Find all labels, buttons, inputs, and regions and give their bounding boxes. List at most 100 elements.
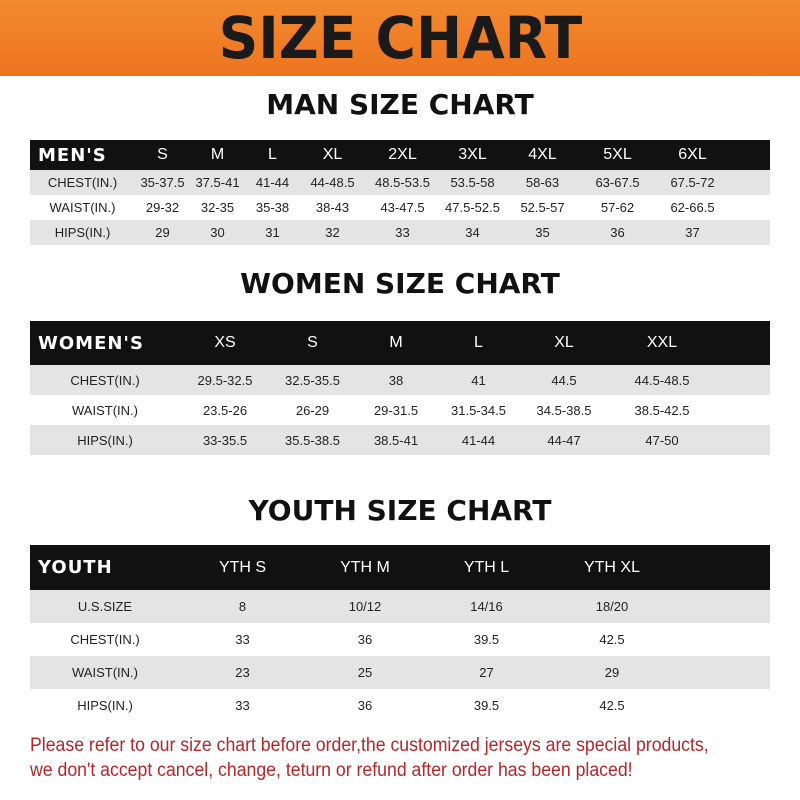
table-cell: 35.5-38.5 bbox=[270, 425, 355, 455]
row-label: WAIST(IN.) bbox=[30, 656, 180, 689]
table-cell: 63-67.5 bbox=[580, 170, 655, 195]
men-size-table: MEN'S S M L XL 2XL 3XL 4XL 5XL 6XL CHEST(IN.) 35-37… bbox=[30, 140, 770, 245]
table-cell: 29 bbox=[135, 220, 190, 245]
size-header: 2XL bbox=[365, 140, 440, 170]
table-cell: 44.5 bbox=[520, 365, 608, 395]
spacer bbox=[716, 395, 770, 425]
table-cell: 32.5-35.5 bbox=[270, 365, 355, 395]
table-cell: 34.5-38.5 bbox=[536, 402, 592, 418]
table-cell: 38.5-42.5 bbox=[634, 402, 690, 418]
table-cell: 52.5-57 bbox=[520, 200, 565, 215]
notice-line-1: Please refer to our size chart before or… bbox=[30, 735, 709, 756]
table-cell: 41-44 bbox=[437, 425, 520, 455]
table-cell: 38.5-41 bbox=[355, 425, 437, 455]
women-header-row: WOMEN'S XS S M L XL XXL bbox=[30, 321, 770, 365]
table-cell: 10/12 bbox=[305, 590, 425, 623]
spacer bbox=[716, 365, 770, 395]
table-header-label: WOMEN'S bbox=[30, 321, 180, 365]
size-header: M bbox=[190, 140, 245, 170]
table-cell: 41 bbox=[437, 365, 520, 395]
table-cell: 35 bbox=[505, 220, 580, 245]
table-cell: 33 bbox=[365, 220, 440, 245]
spacer bbox=[676, 656, 770, 689]
table-header-label: MEN'S bbox=[30, 140, 135, 170]
table-cell: 31 bbox=[245, 220, 300, 245]
women-chart-title: WOMEN SIZE CHART bbox=[240, 267, 560, 300]
spacer bbox=[676, 545, 770, 590]
table-cell: 57-62 bbox=[600, 200, 635, 215]
table-cell: 44-48.5 bbox=[300, 170, 365, 195]
row-label: CHEST(IN.) bbox=[30, 170, 135, 195]
table-row: HIPS(IN.) 33-35.5 35.5-38.5 38.5-41 41-44 44-… bbox=[30, 425, 770, 455]
size-header: 5XL bbox=[580, 140, 655, 170]
table-cell: 29-32 bbox=[145, 200, 180, 215]
size-header: 3XL bbox=[440, 140, 505, 170]
size-header: YTH S bbox=[180, 545, 305, 590]
size-header: XXL bbox=[608, 321, 716, 365]
size-header: 4XL bbox=[505, 140, 580, 170]
table-cell: 39.5 bbox=[473, 632, 500, 647]
notice-line-2: we don't accept cancel, change, teturn o… bbox=[30, 760, 633, 781]
size-header: XL bbox=[300, 140, 365, 170]
size-header: YTH L bbox=[425, 545, 548, 590]
spacer bbox=[730, 220, 770, 245]
table-cell: 33-35.5 bbox=[180, 425, 270, 455]
table-row: HIPS(IN.) 29 30 31 32 33 34 35 36 37 bbox=[30, 220, 770, 245]
row-label: HIPS(IN.) bbox=[77, 698, 133, 713]
table-row: CHEST(IN.) 29.5-32.5 32.5-35.5 38 41 44.5 44.5… bbox=[30, 365, 770, 395]
table-cell: 32 bbox=[300, 220, 365, 245]
size-header: S bbox=[270, 321, 355, 365]
table-cell: 31.5-34.5 bbox=[451, 402, 506, 418]
table-cell: 47.5-52.5 bbox=[445, 200, 500, 215]
size-header: XL bbox=[520, 321, 608, 365]
table-cell: 23.5-26 bbox=[202, 402, 248, 418]
table-cell: 29 bbox=[548, 656, 676, 689]
table-cell: 34 bbox=[440, 220, 505, 245]
table-cell: 14/16 bbox=[425, 590, 548, 623]
table-header-label: YOUTH bbox=[30, 545, 180, 590]
table-cell: 35-37.5 bbox=[135, 170, 190, 195]
table-cell: 37.5-41 bbox=[190, 170, 245, 195]
table-row: WAIST(IN.) 29-32 32-35 35-38 38-43 43-47.5 47.… bbox=[30, 195, 770, 220]
row-label: U.S.SIZE bbox=[30, 590, 180, 623]
table-cell: 42.5 bbox=[599, 698, 625, 713]
spacer bbox=[716, 425, 770, 455]
youth-size-table: YOUTH YTH S YTH M YTH L YTH XL U.S.SIZE 8 10/12… bbox=[30, 545, 770, 722]
table-cell: 58-63 bbox=[505, 170, 580, 195]
table-row: HIPS(IN.) 33 36 39.5 42.5 bbox=[30, 689, 770, 722]
table-row: WAIST(IN.) 23 25 27 29 bbox=[30, 656, 770, 689]
row-label: WAIST(IN.) bbox=[49, 200, 116, 215]
spacer bbox=[730, 140, 770, 170]
row-label: HIPS(IN.) bbox=[30, 220, 135, 245]
table-cell: 38-43 bbox=[315, 200, 350, 215]
row-label: CHEST(IN.) bbox=[70, 632, 140, 647]
order-notice: Please refer to our size chart before or… bbox=[30, 733, 737, 783]
spacer bbox=[676, 623, 770, 656]
table-cell: 27 bbox=[425, 656, 548, 689]
table-row: U.S.SIZE 8 10/12 14/16 18/20 bbox=[30, 590, 770, 623]
table-cell: 18/20 bbox=[548, 590, 676, 623]
size-header: L bbox=[245, 140, 300, 170]
table-cell: 42.5 bbox=[599, 632, 625, 647]
table-cell: 35-38 bbox=[255, 200, 290, 215]
table-row: WAIST(IN.) 23.5-26 26-29 29-31.5 31.5-34.5 34… bbox=[30, 395, 770, 425]
table-cell: 47-50 bbox=[608, 425, 716, 455]
table-cell: 41-44 bbox=[245, 170, 300, 195]
row-label: HIPS(IN.) bbox=[30, 425, 180, 455]
men-header-row: MEN'S S M L XL 2XL 3XL 4XL 5XL 6XL bbox=[30, 140, 770, 170]
row-label: WAIST(IN.) bbox=[72, 402, 138, 418]
row-label: CHEST(IN.) bbox=[30, 365, 180, 395]
banner: SIZE CHART bbox=[0, 0, 800, 76]
table-cell: 8 bbox=[180, 590, 305, 623]
youth-chart-title: YOUTH SIZE CHART bbox=[248, 494, 552, 527]
table-cell: 33 bbox=[235, 632, 250, 647]
size-header: YTH M bbox=[305, 545, 425, 590]
spacer bbox=[676, 590, 770, 623]
table-cell: 36 bbox=[580, 220, 655, 245]
youth-header-row: YOUTH YTH S YTH M YTH L YTH XL bbox=[30, 545, 770, 590]
table-cell: 44-47 bbox=[520, 425, 608, 455]
spacer bbox=[716, 321, 770, 365]
table-cell: 29.5-32.5 bbox=[180, 365, 270, 395]
table-cell: 53.5-58 bbox=[440, 170, 505, 195]
table-cell: 38 bbox=[355, 365, 437, 395]
